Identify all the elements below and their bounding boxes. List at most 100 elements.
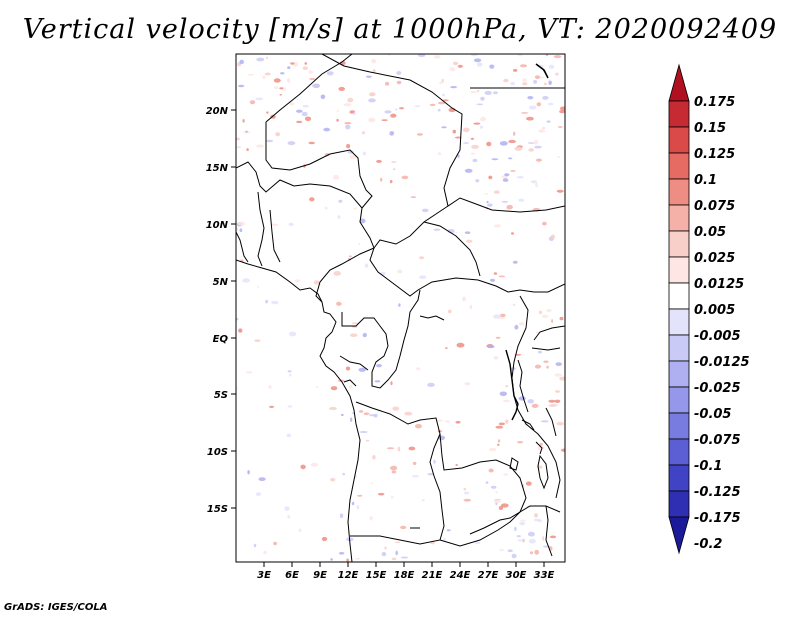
velocity-speckle xyxy=(286,433,292,438)
velocity-speckle xyxy=(390,495,394,499)
colorbar-swatch xyxy=(668,334,690,362)
velocity-speckle xyxy=(365,439,370,442)
velocity-speckle xyxy=(536,158,542,162)
velocity-speckle xyxy=(348,255,352,258)
velocity-speckle xyxy=(408,446,416,451)
velocity-speckle xyxy=(326,71,334,76)
country-borders xyxy=(236,54,565,562)
velocity-speckle xyxy=(238,84,245,88)
colorbar-label: 0.1 xyxy=(694,173,717,188)
velocity-speckle xyxy=(522,78,527,82)
velocity-speckle xyxy=(265,299,268,304)
velocity-speckle xyxy=(349,333,358,338)
velocity-speckle xyxy=(529,551,533,555)
velocity-speckle xyxy=(238,328,243,333)
velocity-speckle xyxy=(540,420,549,423)
colorbar-swatch xyxy=(668,230,690,258)
velocity-speckle xyxy=(433,459,436,464)
velocity-speckle xyxy=(546,120,551,123)
velocity-speckle xyxy=(450,86,458,89)
velocity-speckle xyxy=(262,75,266,80)
velocity-speckle xyxy=(349,154,357,159)
velocity-speckle xyxy=(362,151,367,156)
velocity-speckle xyxy=(357,242,361,245)
velocity-speckle xyxy=(538,310,543,315)
velocity-speckle xyxy=(236,137,240,141)
velocity-speckle xyxy=(493,355,499,360)
velocity-speckle xyxy=(455,420,461,424)
velocity-speckle xyxy=(473,58,482,63)
velocity-speckle xyxy=(247,73,254,76)
velocity-speckle xyxy=(545,54,549,57)
velocity-speckle xyxy=(396,71,402,75)
velocity-speckle xyxy=(548,79,551,82)
velocity-speckle xyxy=(249,100,256,105)
velocity-speckle xyxy=(541,314,549,318)
velocity-speckle xyxy=(372,69,376,73)
velocity-speckle xyxy=(287,515,291,519)
velocity-speckle xyxy=(368,98,376,103)
velocity-speckle xyxy=(488,175,493,180)
velocity-speckle xyxy=(397,446,401,452)
velocity-speckle xyxy=(554,399,561,403)
velocity-speckle xyxy=(445,347,448,349)
lon-label: 3E xyxy=(257,570,271,581)
velocity-speckle xyxy=(365,75,372,78)
velocity-speckle xyxy=(548,80,552,85)
velocity-speckle xyxy=(498,317,506,320)
velocity-speckle xyxy=(534,364,542,369)
velocity-speckle xyxy=(376,159,382,163)
velocity-speckle xyxy=(488,468,494,473)
velocity-speckle xyxy=(237,221,246,226)
velocity-speckle xyxy=(518,198,525,202)
colorbar-label: -0.125 xyxy=(694,485,741,500)
velocity-speckle xyxy=(495,491,499,494)
velocity-speckle xyxy=(239,59,244,65)
velocity-speckle xyxy=(404,411,413,416)
colorbar-label: -0.0125 xyxy=(694,355,750,370)
lon-label: 21E xyxy=(422,570,443,581)
velocity-speckle xyxy=(499,549,504,552)
velocity-speckle xyxy=(505,385,509,388)
velocity-speckle xyxy=(369,516,373,521)
velocity-speckle xyxy=(412,461,417,465)
velocity-speckle xyxy=(546,308,552,313)
velocity-speckle xyxy=(310,462,319,467)
velocity-speckle xyxy=(346,558,349,562)
velocity-speckle xyxy=(410,196,417,199)
velocity-speckle xyxy=(490,278,495,282)
velocity-speckle xyxy=(369,92,376,97)
velocity-speckle xyxy=(330,558,333,561)
velocity-speckle xyxy=(455,231,458,234)
velocity-speckle xyxy=(493,500,501,504)
velocity-speckle xyxy=(444,420,451,423)
velocity-speckle xyxy=(391,161,397,163)
velocity-speckle xyxy=(454,136,462,139)
velocity-speckle xyxy=(422,208,429,213)
velocity-speckle xyxy=(501,200,509,203)
velocity-speckle xyxy=(401,175,409,180)
velocity-speckle xyxy=(493,272,498,275)
velocity-speckle xyxy=(247,470,250,475)
velocity-speckle xyxy=(357,494,363,497)
velocity-speckle xyxy=(268,405,275,408)
velocity-speckle xyxy=(284,506,290,511)
velocity-speckle xyxy=(551,319,554,323)
map-area xyxy=(236,54,565,562)
velocity-speckle xyxy=(464,168,473,173)
velocity-speckle xyxy=(356,505,360,510)
velocity-speckle xyxy=(493,190,500,194)
velocity-speckle xyxy=(236,146,242,149)
velocity-speckle xyxy=(301,111,308,117)
velocity-speckle xyxy=(337,215,341,219)
velocity-speckle xyxy=(464,382,471,386)
lon-label: 24E xyxy=(450,570,471,581)
velocity-speckle xyxy=(391,470,397,474)
velocity-speckle xyxy=(553,55,562,59)
colorbar-swatch xyxy=(668,282,690,310)
velocity-speckle xyxy=(512,303,516,306)
velocity-speckle xyxy=(498,439,501,443)
velocity-speckle xyxy=(414,105,421,108)
velocity-speckle xyxy=(264,72,271,76)
velocity-speckle xyxy=(354,475,357,479)
